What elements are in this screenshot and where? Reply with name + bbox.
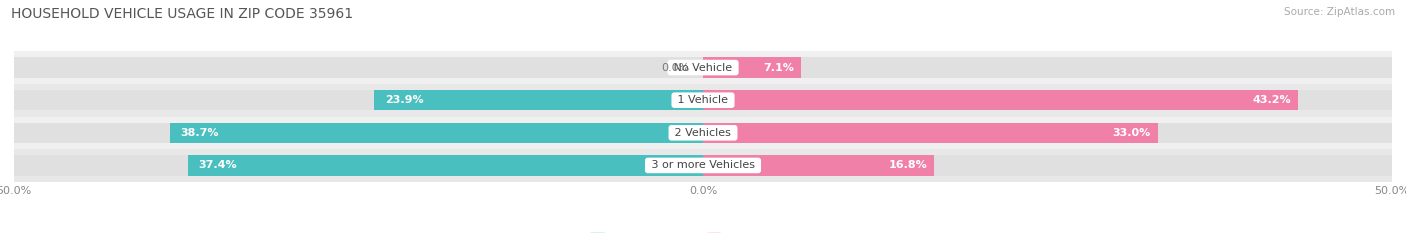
Legend: Owner-occupied, Renter-occupied: Owner-occupied, Renter-occupied — [586, 229, 820, 233]
Text: 3 or more Vehicles: 3 or more Vehicles — [648, 161, 758, 170]
Text: 1 Vehicle: 1 Vehicle — [675, 95, 731, 105]
Text: 23.9%: 23.9% — [385, 95, 423, 105]
Bar — [703, 155, 935, 175]
Text: 2 Vehicles: 2 Vehicles — [671, 128, 735, 138]
Bar — [14, 90, 1392, 110]
Text: 0.0%: 0.0% — [661, 63, 689, 72]
Bar — [703, 90, 1298, 110]
Text: 37.4%: 37.4% — [198, 161, 238, 170]
Bar — [14, 116, 1392, 149]
Text: 43.2%: 43.2% — [1253, 95, 1291, 105]
Bar — [14, 58, 1392, 78]
Bar — [14, 149, 1392, 182]
Bar — [14, 155, 1392, 175]
Text: 33.0%: 33.0% — [1112, 128, 1152, 138]
Text: No Vehicle: No Vehicle — [671, 63, 735, 72]
Bar — [187, 155, 703, 175]
Bar — [703, 123, 1157, 143]
Bar — [703, 58, 801, 78]
Text: Source: ZipAtlas.com: Source: ZipAtlas.com — [1284, 7, 1395, 17]
Text: 7.1%: 7.1% — [763, 63, 794, 72]
Bar — [14, 51, 1392, 84]
Bar — [14, 123, 1392, 143]
Text: HOUSEHOLD VEHICLE USAGE IN ZIP CODE 35961: HOUSEHOLD VEHICLE USAGE IN ZIP CODE 3596… — [11, 7, 353, 21]
Bar — [170, 123, 703, 143]
Bar — [374, 90, 703, 110]
Bar — [14, 84, 1392, 116]
Text: 16.8%: 16.8% — [889, 161, 928, 170]
Text: 38.7%: 38.7% — [181, 128, 219, 138]
